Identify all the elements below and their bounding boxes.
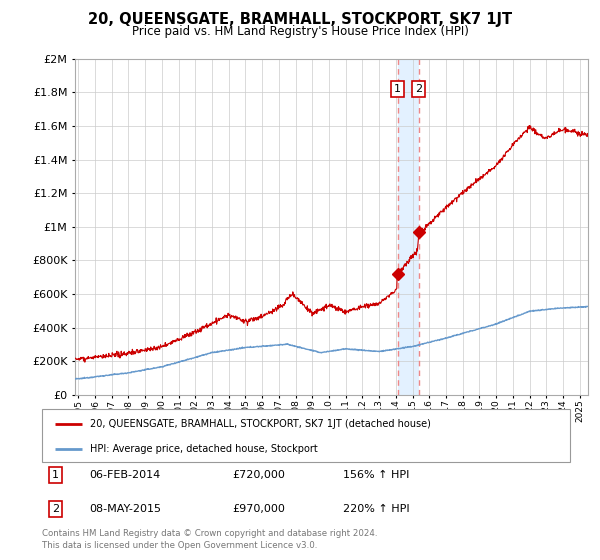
FancyBboxPatch shape (42, 409, 570, 462)
Text: Contains HM Land Registry data © Crown copyright and database right 2024.: Contains HM Land Registry data © Crown c… (42, 530, 377, 539)
Text: 20, QUEENSGATE, BRAMHALL, STOCKPORT, SK7 1JT (detached house): 20, QUEENSGATE, BRAMHALL, STOCKPORT, SK7… (89, 419, 430, 429)
Text: HPI: Average price, detached house, Stockport: HPI: Average price, detached house, Stoc… (89, 444, 317, 454)
Text: 2: 2 (52, 504, 59, 514)
Text: 220% ↑ HPI: 220% ↑ HPI (343, 504, 410, 514)
Text: 20, QUEENSGATE, BRAMHALL, STOCKPORT, SK7 1JT: 20, QUEENSGATE, BRAMHALL, STOCKPORT, SK7… (88, 12, 512, 27)
Text: 1: 1 (394, 84, 401, 94)
Text: 2: 2 (415, 84, 422, 94)
Text: This data is licensed under the Open Government Licence v3.0.: This data is licensed under the Open Gov… (42, 541, 317, 550)
Bar (398, 59, 419, 395)
Text: £970,000: £970,000 (232, 504, 285, 514)
Text: Price paid vs. HM Land Registry's House Price Index (HPI): Price paid vs. HM Land Registry's House … (131, 25, 469, 38)
Text: 156% ↑ HPI: 156% ↑ HPI (343, 470, 409, 480)
Text: 08-MAY-2015: 08-MAY-2015 (89, 504, 161, 514)
Text: £720,000: £720,000 (232, 470, 285, 480)
Text: 06-FEB-2014: 06-FEB-2014 (89, 470, 161, 480)
Text: 1: 1 (52, 470, 59, 480)
